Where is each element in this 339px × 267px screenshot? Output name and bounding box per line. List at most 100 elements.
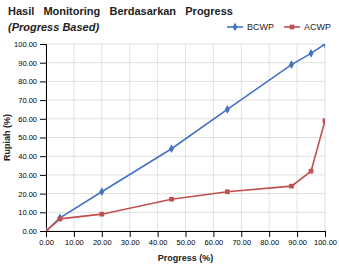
legend-marker [232,23,237,32]
y-tick: 30.00 [18,171,46,180]
x-tick-mark [213,231,214,237]
y-tick: 40.00 [18,152,46,161]
x-tick-label: 80.00 [260,238,279,247]
y-tick-mark [40,81,46,82]
x-tick: 90.00 [288,231,307,247]
y-tick-mark [40,138,46,139]
x-tick-mark [269,231,270,237]
series-point [46,229,48,231]
grid [46,44,325,231]
legend-item: BCWP [227,22,274,32]
series-point [57,214,62,223]
series-point [323,118,325,123]
chart: Hasil Monitoring Berdasarkan Progress (Pr… [0,0,339,267]
y-tick-label: 80.00 [18,77,37,86]
series-line [46,44,325,231]
y-tick: 50.00 [18,133,46,142]
y-tick: 20.00 [18,190,46,199]
legend-label: BCWP [247,22,274,32]
series-point [99,212,104,217]
legend-marker [290,25,295,30]
y-tick-mark [40,231,46,232]
x-tick: 100.00 [314,231,337,247]
y-tick-label: 100.00 [14,40,37,49]
y-tick-label: 60.00 [18,115,37,124]
y-tick-label: 70.00 [18,96,37,105]
y-tick-mark [40,44,46,45]
y-tick-mark [40,119,46,120]
y-tick-mark [40,212,46,213]
y-grid-line [46,62,325,63]
x-tick-mark [186,231,187,237]
y-tick: 70.00 [18,96,46,105]
y-grid-line [46,212,325,213]
y-grid-line [46,81,325,82]
x-tick-mark [158,231,159,237]
series-point [309,49,314,58]
y-grid-line [46,118,325,119]
x-tick-label: 0.00 [39,238,54,247]
x-tick: 10.00 [65,231,84,247]
x-tick-mark [297,231,298,237]
series-point [289,60,294,69]
x-tick-mark [74,231,75,237]
y-grid-line [46,174,325,175]
x-tick-mark [130,231,131,237]
x-tick: 30.00 [121,231,140,247]
x-tick-mark [241,231,242,237]
series-point [225,189,230,194]
legend: BCWP ACWP [227,22,331,32]
y-grid-line [46,156,325,157]
y-grid-line [46,100,325,101]
y-tick-mark [40,100,46,101]
y-axis-label: Rupiah (%) [2,114,12,161]
x-tick-label: 70.00 [232,238,251,247]
x-axis-label: Progress (%) [158,253,214,263]
y-axis-line [40,45,47,232]
y-axis: 0.00 10.00 20.00 30.00 40.00 50.00 60.00 70.00 8… [14,40,46,236]
plot-area: 0.00 10.00 20.00 30.00 40.00 50.00 60.00 70.00 8… [14,40,337,248]
y-tick: 0.00 [22,227,46,236]
y-tick-label: 50.00 [18,133,37,142]
legend-label: ACWP [304,22,331,32]
y-tick-label: 10.00 [18,208,37,217]
x-tick-label: 30.00 [121,238,140,247]
series-line [46,121,325,231]
x-tick-label: 10.00 [65,238,84,247]
y-tick: 60.00 [18,115,46,124]
series-point [289,184,294,189]
y-tick: 100.00 [14,40,46,49]
series-point [46,227,49,231]
series-point [99,187,104,196]
legend-item: ACWP [284,22,331,32]
series-point [169,144,174,153]
title: Hasil Monitoring Berdasarkan Progress [8,5,233,17]
x-tick-label: 20.00 [93,238,112,247]
x-tick-label: 90.00 [288,238,307,247]
x-tick-label: 100.00 [314,238,337,247]
y-tick-mark [40,63,46,64]
y-grid-line [46,44,325,45]
x-tick: 70.00 [232,231,251,247]
y-tick: 80.00 [18,77,46,86]
x-tick: 40.00 [149,231,168,247]
series-point [225,105,230,114]
x-axis: 0.00 10.00 20.00 30.00 40.00 50.00 60.00 70.00 8… [39,231,337,247]
y-tick-mark [40,175,46,176]
x-tick-mark [102,231,103,237]
y-tick: 10.00 [18,208,46,217]
x-tick-mark [325,231,326,237]
y-tick: 90.00 [18,59,46,68]
x-tick: 0.00 [39,231,54,247]
series-point [58,217,63,222]
x-tick-label: 50.00 [177,238,196,247]
x-tick: 60.00 [205,231,224,247]
series-point [169,197,174,202]
x-tick-label: 40.00 [149,238,168,247]
series-layer [46,44,325,231]
x-tick: 50.00 [177,231,196,247]
y-tick-mark [40,156,46,157]
y-grid-line [46,137,325,138]
y-tick-mark [40,194,46,195]
subtitle: (Progress Based) [8,21,99,33]
